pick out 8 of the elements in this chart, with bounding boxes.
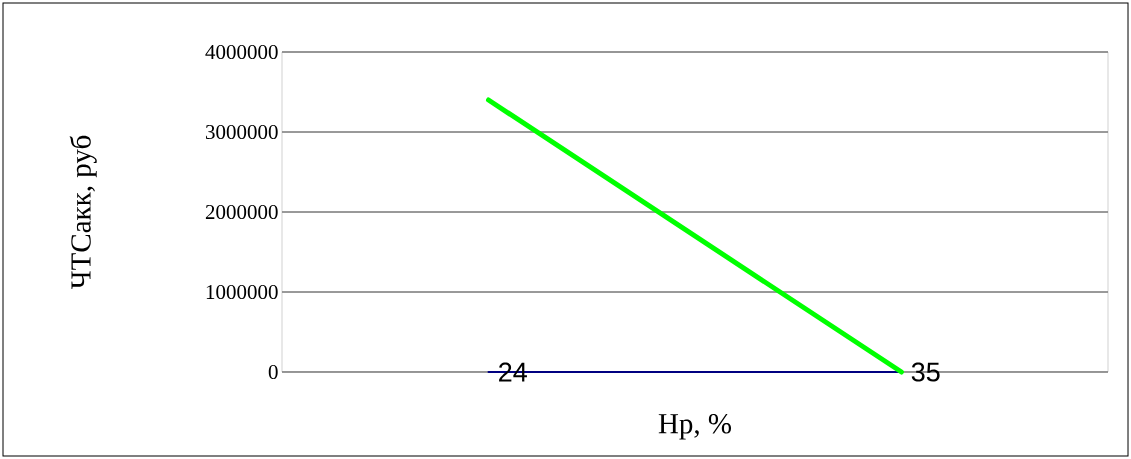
y-tick-label: 3000000 — [205, 124, 278, 140]
y-axis-title: ЧТСакк, руб — [69, 135, 97, 289]
x-axis-title: Нр, % — [658, 413, 732, 440]
y-tick-label: 0 — [268, 364, 278, 380]
y-tick-label: 4000000 — [205, 44, 278, 60]
y-tick-label: 2000000 — [205, 204, 278, 220]
data-label: 35 — [911, 362, 940, 382]
y-tick-label: 1000000 — [206, 284, 278, 300]
